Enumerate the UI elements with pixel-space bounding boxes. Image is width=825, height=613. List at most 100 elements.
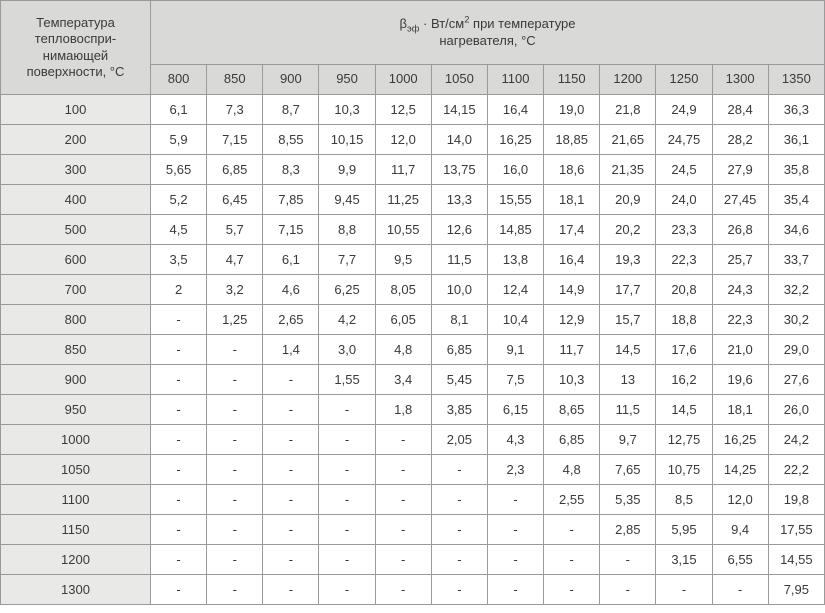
- table-cell: 11,7: [544, 335, 600, 365]
- table-cell: 9,9: [319, 155, 375, 185]
- table-cell: 2,05: [431, 425, 487, 455]
- table-cell: 16,4: [487, 95, 543, 125]
- table-cell: 4,8: [544, 455, 600, 485]
- column-header: 1100: [487, 65, 543, 95]
- table-cell: 35,8: [768, 155, 824, 185]
- table-cell: 20,8: [656, 275, 712, 305]
- main-header-part: β: [399, 16, 406, 31]
- table-cell: 9,5: [375, 245, 431, 275]
- column-header: 1150: [544, 65, 600, 95]
- table-cell: 2,3: [487, 455, 543, 485]
- table-cell: -: [263, 395, 319, 425]
- table-cell: -: [151, 335, 207, 365]
- table-row: 6003,54,76,17,79,511,513,816,419,322,325…: [1, 245, 825, 275]
- table-cell: 12,9: [544, 305, 600, 335]
- main-header-part: нагревателя, °С: [439, 33, 535, 48]
- table-cell: 1,8: [375, 395, 431, 425]
- row-header-line: тепловоспри-: [35, 31, 116, 46]
- table-cell: 10,0: [431, 275, 487, 305]
- row-header-line: поверхности, °С: [27, 64, 125, 79]
- table-row: 1000-----2,054,36,859,712,7516,2524,2: [1, 425, 825, 455]
- table-cell: -: [207, 485, 263, 515]
- table-cell: 1,25: [207, 305, 263, 335]
- table-cell: -: [319, 455, 375, 485]
- table-cell: -: [375, 575, 431, 605]
- table-cell: 8,1: [431, 305, 487, 335]
- row-label: 1300: [1, 575, 151, 605]
- table-row: 1006,17,38,710,312,514,1516,419,021,824,…: [1, 95, 825, 125]
- table-cell: -: [263, 485, 319, 515]
- table-cell: 9,45: [319, 185, 375, 215]
- table-cell: 18,1: [544, 185, 600, 215]
- table-cell: 36,1: [768, 125, 824, 155]
- table-row: 3005,656,858,39,911,713,7516,018,621,352…: [1, 155, 825, 185]
- table-cell: 7,85: [263, 185, 319, 215]
- main-header-part: при температуре: [469, 16, 575, 31]
- table-cell: 10,3: [544, 365, 600, 395]
- table-cell: 4,3: [487, 425, 543, 455]
- table-cell: 5,95: [656, 515, 712, 545]
- table-cell: -: [263, 575, 319, 605]
- table-cell: 4,8: [375, 335, 431, 365]
- table-cell: 8,8: [319, 215, 375, 245]
- table-cell: 14,5: [600, 335, 656, 365]
- table-cell: -: [375, 545, 431, 575]
- table-cell: -: [151, 395, 207, 425]
- column-header: 1300: [712, 65, 768, 95]
- row-label: 400: [1, 185, 151, 215]
- table-cell: 34,6: [768, 215, 824, 245]
- table-cell: 22,3: [712, 305, 768, 335]
- table-row: 950----1,83,856,158,6511,514,518,126,0: [1, 395, 825, 425]
- table-cell: 36,3: [768, 95, 824, 125]
- row-label: 900: [1, 365, 151, 395]
- table-cell: 17,6: [656, 335, 712, 365]
- column-header: 950: [319, 65, 375, 95]
- table-cell: 29,0: [768, 335, 824, 365]
- table-cell: 16,2: [656, 365, 712, 395]
- table-cell: -: [600, 545, 656, 575]
- table-cell: 8,7: [263, 95, 319, 125]
- table-row: 850--1,43,04,86,859,111,714,517,621,029,…: [1, 335, 825, 365]
- table-cell: 19,8: [768, 485, 824, 515]
- table-cell: -: [600, 575, 656, 605]
- table-cell: -: [263, 455, 319, 485]
- table-cell: 16,25: [487, 125, 543, 155]
- table-cell: -: [207, 455, 263, 485]
- table-cell: -: [487, 575, 543, 605]
- table-row: 2005,97,158,5510,1512,014,016,2518,8521,…: [1, 125, 825, 155]
- table-cell: 24,5: [656, 155, 712, 185]
- table-cell: -: [431, 485, 487, 515]
- table-cell: 5,35: [600, 485, 656, 515]
- table-cell: -: [375, 485, 431, 515]
- table-cell: 6,05: [375, 305, 431, 335]
- table-cell: -: [207, 395, 263, 425]
- table-cell: 14,25: [712, 455, 768, 485]
- table-cell: -: [319, 575, 375, 605]
- table-cell: 6,25: [319, 275, 375, 305]
- table-cell: 3,0: [319, 335, 375, 365]
- table-cell: 8,3: [263, 155, 319, 185]
- table-cell: 22,2: [768, 455, 824, 485]
- table-cell: -: [487, 485, 543, 515]
- table-cell: 28,2: [712, 125, 768, 155]
- table-cell: 8,55: [263, 125, 319, 155]
- column-header: 850: [207, 65, 263, 95]
- table-cell: 4,7: [207, 245, 263, 275]
- table-cell: 18,8: [656, 305, 712, 335]
- table-cell: 33,7: [768, 245, 824, 275]
- table-cell: -: [151, 305, 207, 335]
- table-row: 5004,55,77,158,810,5512,614,8517,420,223…: [1, 215, 825, 245]
- table-cell: -: [263, 515, 319, 545]
- data-table: Температура тепловоспри- нимающей поверх…: [0, 0, 825, 605]
- column-header: 1000: [375, 65, 431, 95]
- table-cell: 6,1: [263, 245, 319, 275]
- table-cell: 5,2: [151, 185, 207, 215]
- table-cell: 24,3: [712, 275, 768, 305]
- column-header: 900: [263, 65, 319, 95]
- table-cell: -: [263, 365, 319, 395]
- table-cell: 14,0: [431, 125, 487, 155]
- table-cell: -: [207, 545, 263, 575]
- table-cell: 8,05: [375, 275, 431, 305]
- table-cell: -: [544, 545, 600, 575]
- table-cell: -: [151, 365, 207, 395]
